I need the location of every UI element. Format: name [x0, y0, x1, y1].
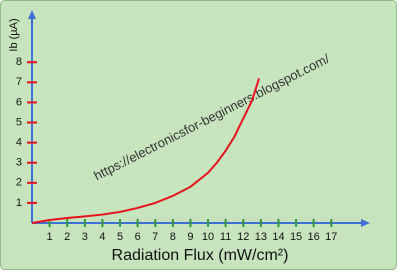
x-tick-label: 10 [202, 231, 214, 243]
x-tick-label: 5 [117, 231, 123, 243]
x-axis-arrow [361, 219, 370, 227]
x-tick-label: 9 [187, 231, 193, 243]
y-axis-arrow [28, 10, 36, 19]
x-tick-label: 17 [325, 231, 337, 243]
x-tick-label: 4 [99, 231, 105, 243]
y-tick-label: 1 [16, 197, 22, 209]
x-tick-label: 16 [308, 231, 320, 243]
y-tick-label: 2 [16, 177, 22, 189]
x-tick-label: 11 [220, 231, 231, 243]
x-tick-label: 14 [272, 231, 284, 243]
x-tick-label: 8 [170, 231, 176, 243]
x-tick-label: 3 [82, 231, 88, 243]
y-tick-label: 8 [16, 56, 22, 68]
x-tick-label: 15 [290, 231, 302, 243]
y-tick-label: 3 [16, 157, 22, 169]
x-axis-label: Radiation Flux (mW/cm²) [112, 247, 289, 264]
y-axis-label: Ib (µA) [8, 18, 20, 51]
y-tick-label: 4 [16, 137, 22, 149]
x-tick-label: 1 [47, 231, 53, 243]
y-tick-label: 6 [16, 96, 22, 108]
curve [31, 78, 261, 224]
x-tick-label: 2 [64, 231, 70, 243]
x-tick-label: 12 [237, 231, 249, 243]
x-tick-label: 13 [255, 231, 267, 243]
y-tick-label: 5 [16, 116, 22, 128]
x-tick-label: 7 [152, 231, 158, 243]
x-tick-label: 6 [135, 231, 141, 243]
y-tick-label: 7 [16, 76, 22, 88]
